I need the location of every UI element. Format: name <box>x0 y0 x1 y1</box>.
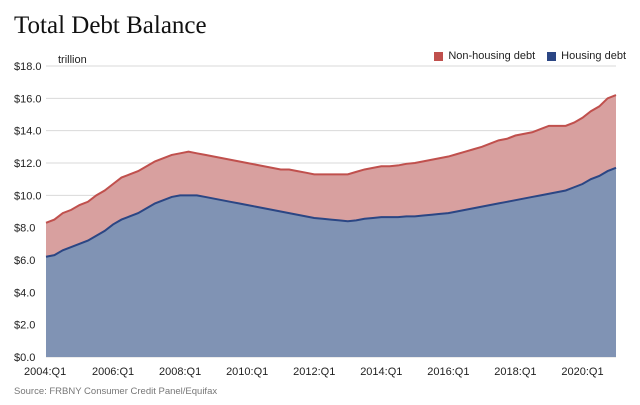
y-tick-label: $8.0 <box>14 223 35 235</box>
line-housing-debt <box>45 166 617 258</box>
chart-title: Total Debt Balance <box>14 12 207 39</box>
y-tick-label: $10.0 <box>14 190 42 202</box>
source-note: Source: FRBNY Consumer Credit Panel/Equi… <box>14 386 218 397</box>
legend-item-non-housing: Non-housing debt <box>434 50 535 62</box>
x-tick-label: 2018:Q1 <box>494 366 536 378</box>
x-tick-label: 2020:Q1 <box>561 366 603 378</box>
x-tick-label: 2016:Q1 <box>427 366 469 378</box>
legend-swatch-non-housing <box>434 51 444 61</box>
x-tick-label: 2010:Q1 <box>226 366 268 378</box>
area-housing-debt <box>46 167 616 357</box>
y-tick-label: $14.0 <box>14 126 42 138</box>
x-tick-label: 2004:Q1 <box>24 366 66 378</box>
y-tick-label: $16.0 <box>14 93 42 105</box>
x-tick-label: 2006:Q1 <box>92 366 134 378</box>
x-tick-label: 2014:Q1 <box>360 366 402 378</box>
y-tick-label: $12.0 <box>14 158 42 170</box>
legend-item-housing: Housing debt <box>547 50 626 62</box>
x-tick-label: 2008:Q1 <box>159 366 201 378</box>
area-non-housing-debt <box>46 95 616 257</box>
y-tick-label: $2.0 <box>14 320 35 332</box>
legend: Non-housing debt Housing debt <box>434 50 626 62</box>
legend-label-housing: Housing debt <box>561 50 626 62</box>
x-tick-label: 2012:Q1 <box>293 366 335 378</box>
legend-swatch-housing <box>547 51 557 61</box>
y-tick-label: $4.0 <box>14 287 35 299</box>
y-axis-unit-label: trillion <box>58 54 87 66</box>
line-total-debt <box>45 94 617 224</box>
y-tick-label: $0.0 <box>14 352 35 364</box>
legend-label-non-housing: Non-housing debt <box>448 50 536 62</box>
y-tick-label: $18.0 <box>14 61 42 73</box>
y-tick-label: $6.0 <box>14 255 35 267</box>
